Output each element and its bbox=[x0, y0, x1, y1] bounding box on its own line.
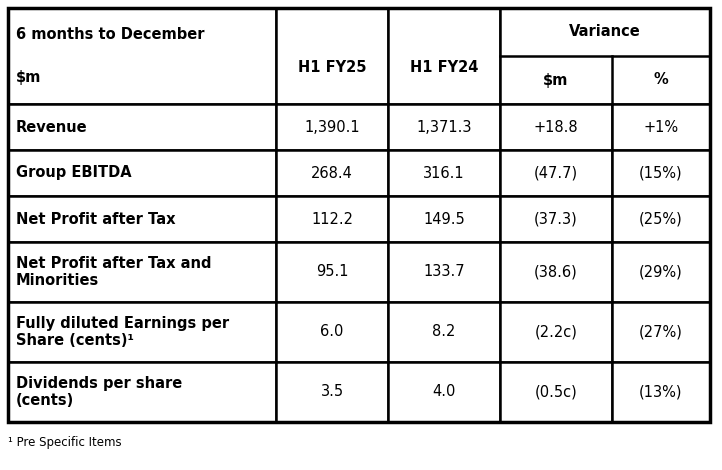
Text: 6 months to December: 6 months to December bbox=[16, 27, 204, 42]
Text: $m: $m bbox=[16, 70, 41, 85]
Bar bbox=[612, 150, 710, 196]
Text: (29%): (29%) bbox=[639, 265, 683, 280]
Bar bbox=[500, 196, 612, 242]
Bar bbox=[276, 196, 388, 242]
Text: 149.5: 149.5 bbox=[423, 212, 465, 227]
Text: 1,371.3: 1,371.3 bbox=[417, 119, 471, 134]
Bar bbox=[388, 150, 500, 196]
Text: 8.2: 8.2 bbox=[432, 324, 456, 339]
Bar bbox=[276, 150, 388, 196]
Text: 1,390.1: 1,390.1 bbox=[304, 119, 360, 134]
Text: 4.0: 4.0 bbox=[432, 384, 456, 400]
Bar bbox=[388, 104, 500, 150]
Bar bbox=[612, 104, 710, 150]
Text: (13%): (13%) bbox=[639, 384, 683, 400]
Bar bbox=[8, 302, 276, 362]
Text: +18.8: +18.8 bbox=[534, 119, 578, 134]
Text: (25%): (25%) bbox=[639, 212, 683, 227]
Bar bbox=[8, 196, 276, 242]
Bar bbox=[500, 8, 710, 104]
Bar bbox=[276, 242, 388, 302]
Bar bbox=[388, 302, 500, 362]
Bar bbox=[276, 362, 388, 422]
Bar bbox=[388, 242, 500, 302]
Text: (0.5c): (0.5c) bbox=[534, 384, 578, 400]
Text: ¹ Pre Specific Items: ¹ Pre Specific Items bbox=[8, 436, 121, 449]
Bar bbox=[500, 362, 612, 422]
Bar bbox=[276, 302, 388, 362]
Bar bbox=[276, 8, 388, 104]
Text: (15%): (15%) bbox=[639, 165, 683, 180]
Text: +1%: +1% bbox=[643, 119, 679, 134]
Bar bbox=[8, 242, 276, 302]
Text: Dividends per share
(cents): Dividends per share (cents) bbox=[16, 376, 182, 408]
Text: (27%): (27%) bbox=[639, 324, 683, 339]
Text: %: % bbox=[653, 72, 669, 87]
Bar bbox=[500, 150, 612, 196]
Bar bbox=[612, 242, 710, 302]
Text: H1 FY24: H1 FY24 bbox=[410, 60, 478, 75]
Text: 6.0: 6.0 bbox=[321, 324, 344, 339]
Bar bbox=[612, 196, 710, 242]
Text: 3.5: 3.5 bbox=[321, 384, 344, 400]
Bar bbox=[8, 8, 276, 104]
Text: 268.4: 268.4 bbox=[311, 165, 353, 180]
Text: Fully diluted Earnings per
Share (cents)¹: Fully diluted Earnings per Share (cents)… bbox=[16, 316, 229, 348]
Bar bbox=[500, 302, 612, 362]
Text: Net Profit after Tax and
Minorities: Net Profit after Tax and Minorities bbox=[16, 256, 212, 288]
Text: (37.3): (37.3) bbox=[534, 212, 578, 227]
Bar bbox=[388, 8, 500, 104]
Bar bbox=[612, 302, 710, 362]
Text: Group EBITDA: Group EBITDA bbox=[16, 165, 131, 180]
Bar bbox=[8, 150, 276, 196]
Bar bbox=[8, 104, 276, 150]
Text: Variance: Variance bbox=[569, 24, 641, 39]
Text: $m: $m bbox=[544, 72, 569, 87]
Text: 95.1: 95.1 bbox=[316, 265, 348, 280]
Bar bbox=[388, 362, 500, 422]
Bar bbox=[612, 362, 710, 422]
Text: Net Profit after Tax: Net Profit after Tax bbox=[16, 212, 175, 227]
Bar bbox=[276, 104, 388, 150]
Text: 112.2: 112.2 bbox=[311, 212, 353, 227]
Bar bbox=[8, 362, 276, 422]
Text: Revenue: Revenue bbox=[16, 119, 87, 134]
Text: (47.7): (47.7) bbox=[534, 165, 578, 180]
Text: H1 FY25: H1 FY25 bbox=[297, 60, 366, 75]
Bar bbox=[8, 8, 710, 422]
Bar bbox=[500, 104, 612, 150]
Bar bbox=[500, 242, 612, 302]
Text: 316.1: 316.1 bbox=[423, 165, 465, 180]
Text: (2.2c): (2.2c) bbox=[534, 324, 578, 339]
Text: 133.7: 133.7 bbox=[423, 265, 465, 280]
Bar bbox=[388, 196, 500, 242]
Text: (38.6): (38.6) bbox=[534, 265, 578, 280]
